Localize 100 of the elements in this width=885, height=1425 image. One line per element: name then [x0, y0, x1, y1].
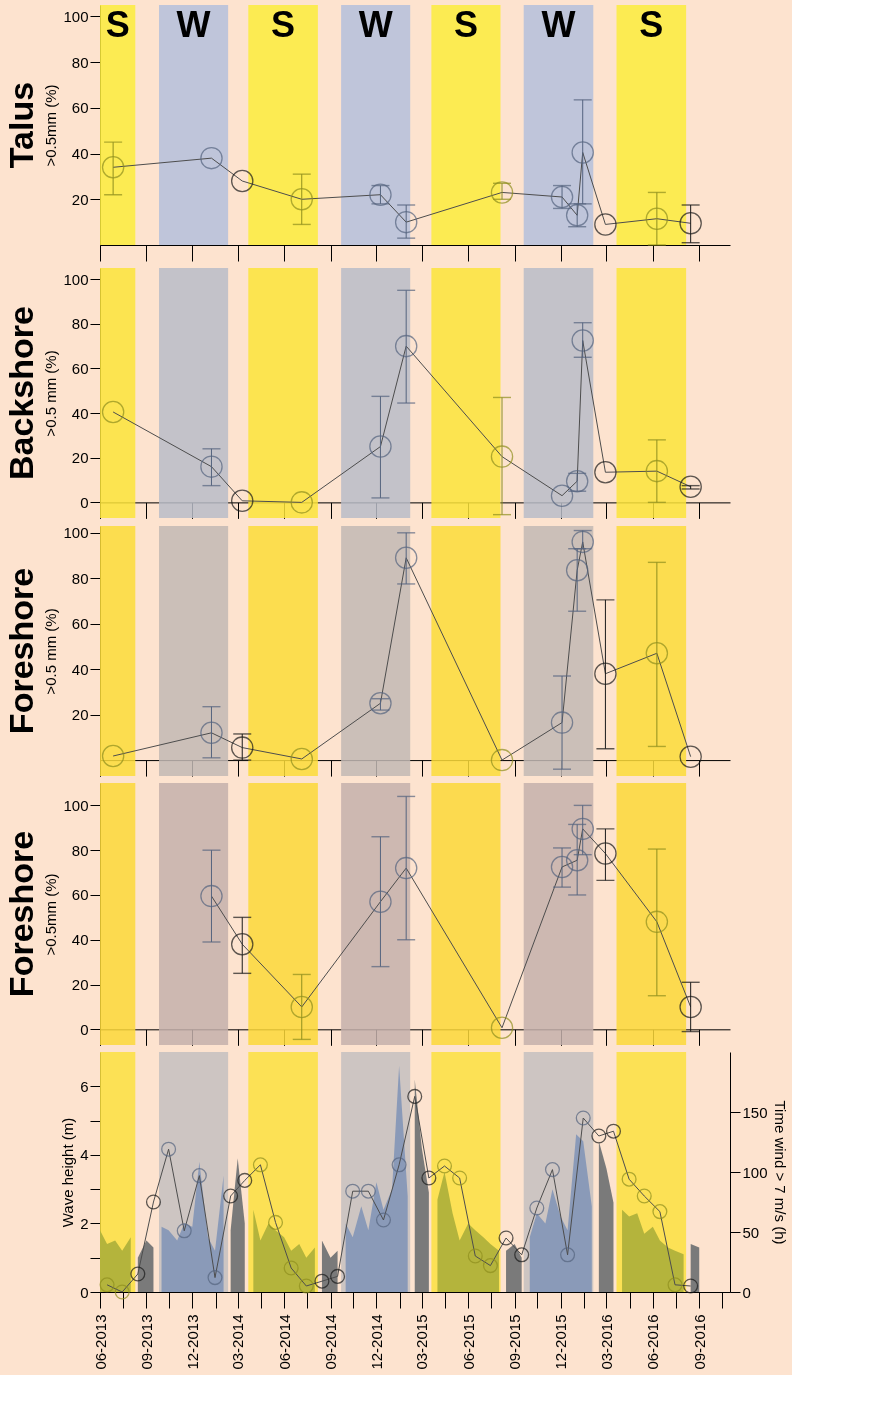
y-tick-label: 40: [71, 145, 89, 163]
x-tick-label: 09-2016: [690, 1314, 708, 1370]
point: [679, 745, 702, 768]
point: [482, 1258, 498, 1274]
band-label: S: [105, 4, 130, 45]
point: [683, 1278, 699, 1294]
point: [290, 995, 314, 1019]
band-label: S: [639, 4, 664, 45]
y-axis-title: >0.5 mm (%): [42, 608, 60, 695]
point: [101, 744, 125, 768]
point: [605, 1123, 622, 1139]
point: [594, 461, 617, 484]
y-tick-label: 80: [71, 315, 89, 333]
y-tick-label: 80: [71, 53, 89, 71]
point: [230, 489, 254, 513]
point: [230, 932, 254, 956]
point: [571, 329, 594, 352]
text: Backshore: [1, 306, 40, 480]
point: [550, 711, 574, 734]
point: [514, 1247, 530, 1263]
point: [407, 1088, 423, 1104]
point: [679, 212, 702, 235]
point: [529, 1200, 545, 1216]
y2-axis-title: Time wind > 7 m/s (h): [771, 1100, 789, 1245]
y-tick-label: 2: [80, 1214, 89, 1232]
y2-tick-label: 150: [742, 1103, 768, 1121]
point: [645, 207, 669, 230]
x-tick-label: 03-2016: [597, 1314, 615, 1370]
point: [369, 890, 392, 913]
y-tick-label: 40: [71, 404, 89, 422]
point: [565, 849, 589, 872]
point: [283, 1260, 299, 1276]
y-tick-label: 0: [80, 493, 89, 511]
point: [176, 1223, 192, 1239]
y-tick-label: 100: [63, 796, 89, 814]
point: [223, 1188, 239, 1204]
x-tick-label: 06-2015: [459, 1314, 477, 1370]
point: [360, 1183, 376, 1199]
point: [207, 1270, 223, 1286]
point: [394, 546, 418, 570]
x-tick-label: 09-2013: [137, 1314, 155, 1370]
point: [191, 1168, 207, 1184]
point: [394, 856, 418, 880]
y-tick-label: 60: [71, 886, 89, 904]
point: [645, 459, 669, 483]
point: [375, 1212, 392, 1228]
point: [571, 817, 594, 841]
point: [591, 1128, 607, 1144]
point: [200, 455, 223, 478]
y-tick-label: 20: [71, 449, 89, 467]
point: [667, 1277, 683, 1293]
point: [200, 721, 223, 745]
y-axis-title: >0.5mm (%): [42, 873, 60, 956]
point: [452, 1170, 468, 1186]
point: [267, 1214, 284, 1230]
y-tick-label: 6: [80, 1077, 89, 1095]
point: [394, 334, 418, 358]
point: [571, 141, 594, 164]
band-label: W: [176, 4, 211, 45]
x-tick-label: 09-2015: [506, 1314, 524, 1370]
point: [99, 1277, 115, 1293]
point: [436, 1158, 453, 1174]
point: [298, 1278, 314, 1294]
y-tick-label: 80: [71, 841, 89, 859]
y-tick-label: 100: [63, 524, 89, 542]
point: [679, 995, 702, 1019]
x-tick-label: 03-2015: [413, 1314, 431, 1370]
point: [114, 1284, 130, 1300]
x-tick-label: 12-2013: [183, 1314, 201, 1370]
point: [550, 855, 574, 879]
y-tick-label: 60: [71, 615, 89, 633]
x-tick-label: 12-2014: [367, 1314, 385, 1370]
y-tick-label: 0: [80, 1020, 89, 1038]
y2-tick-label: 100: [742, 1163, 768, 1181]
band-label: S: [453, 4, 478, 45]
y-tick-label: 40: [71, 931, 89, 949]
y-axis-title: Wave height (m): [59, 1117, 77, 1228]
point: [645, 910, 669, 934]
x-tick-label: 06-2014: [275, 1314, 293, 1370]
point: [594, 842, 617, 865]
point: [230, 169, 254, 193]
text: Foreshore: [1, 830, 40, 998]
point: [161, 1141, 177, 1157]
point: [594, 662, 617, 685]
point: [652, 1204, 668, 1220]
point: [252, 1157, 268, 1173]
y-tick-label: 80: [71, 569, 89, 587]
x-tick-label: 06-2013: [91, 1314, 109, 1370]
y-tick-label: 20: [71, 706, 89, 724]
y2-tick-label: 50: [742, 1223, 760, 1241]
point: [550, 484, 574, 507]
y-tick-label: 20: [71, 976, 89, 994]
point: [621, 1171, 637, 1187]
y-tick-label: 0: [80, 1283, 89, 1301]
point: [369, 692, 392, 715]
point: [490, 748, 514, 772]
point: [565, 559, 589, 582]
band-label: W: [358, 4, 393, 45]
point: [200, 146, 223, 170]
point: [394, 210, 418, 234]
